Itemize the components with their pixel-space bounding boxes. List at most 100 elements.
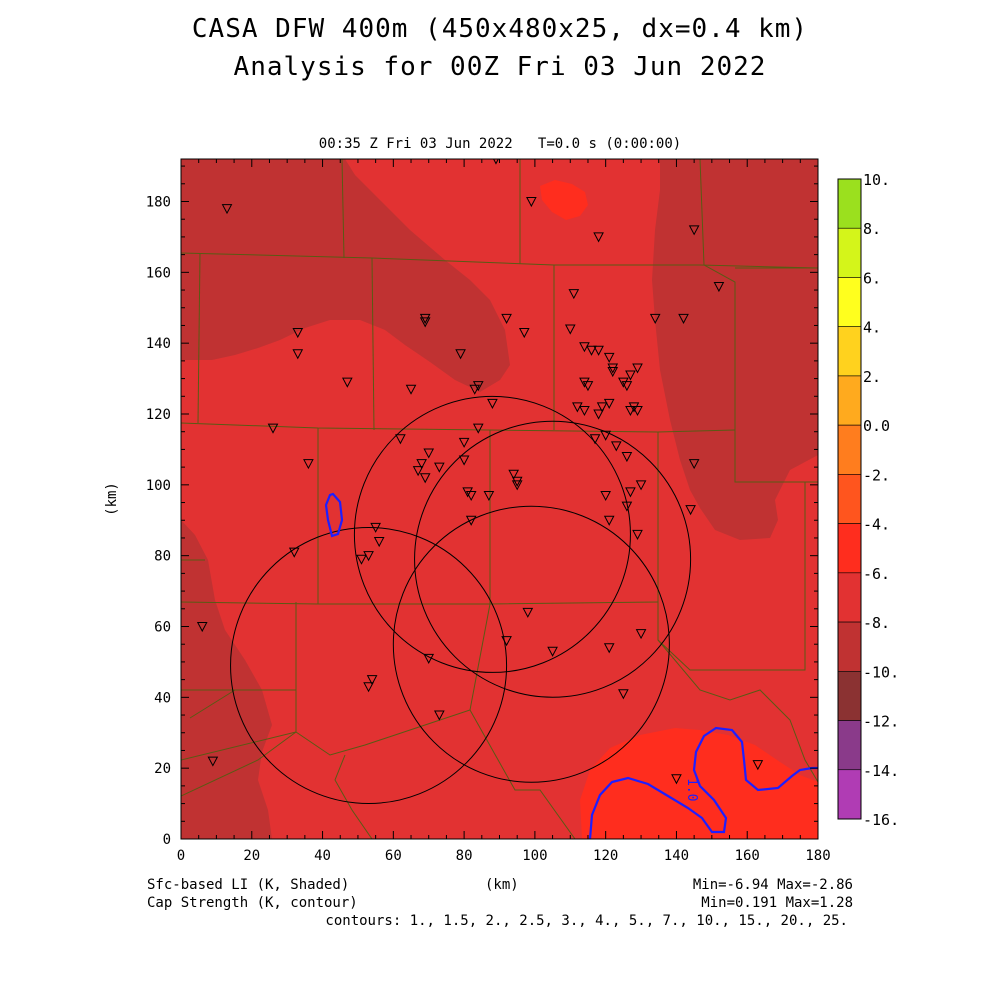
station-marker [196, 622, 208, 633]
station-marker [434, 462, 445, 473]
colorbar-swatch [837, 621, 862, 672]
colorbar-frame [837, 178, 862, 820]
station-marker [625, 487, 636, 498]
radar-range-ring [392, 505, 670, 783]
county-line [197, 252, 201, 424]
county-line [334, 754, 373, 839]
colorbar-label: 6. [863, 269, 881, 287]
station-marker [547, 646, 558, 657]
colorbar-label: -16. [863, 811, 899, 829]
county-line [469, 709, 576, 839]
colorbar-swatch [837, 178, 862, 229]
contour-label: 1.0 [684, 778, 699, 801]
county-boundaries [181, 159, 818, 839]
station-marker [423, 653, 435, 664]
colorbar-label: -4. [863, 516, 890, 534]
station-marker [416, 459, 427, 470]
station-marker [373, 537, 385, 548]
station-marker [589, 434, 601, 445]
x-tick-label: 120 [593, 848, 618, 864]
x-tick-label: 20 [243, 848, 260, 864]
radar-range-ring [353, 395, 631, 673]
colorbar-label: -8. [863, 614, 890, 632]
colorbar-swatch [837, 523, 862, 574]
colorbar-label: 8. [863, 220, 881, 238]
station-marker [518, 328, 530, 339]
station-marker [628, 402, 640, 413]
y-tick-label: 0 [163, 832, 171, 848]
station-marker [579, 405, 590, 417]
station-marker [221, 204, 233, 215]
x-tick-label: 100 [522, 848, 547, 864]
station-marker [487, 398, 498, 409]
station-marker [621, 501, 633, 512]
station-marker [625, 405, 636, 417]
x-tick-label: 180 [805, 848, 830, 864]
county-line [181, 601, 659, 605]
station-marker [288, 547, 300, 558]
station-marker [621, 452, 633, 463]
station-marker [458, 437, 470, 448]
x-tick-label: 160 [735, 848, 760, 864]
x-axis-ticks: 0 20 40 60 80 100 120 140 160 180 [177, 159, 831, 864]
station-marker [455, 349, 466, 360]
station-marker [635, 480, 647, 491]
colorbar-swatch [837, 474, 862, 524]
station-marker [579, 377, 590, 388]
colorbar-swatch [837, 424, 862, 475]
y-tick-label: 180 [146, 195, 171, 211]
li-region-southwest-dark [181, 520, 272, 839]
station-marker [366, 675, 378, 686]
station-marker [423, 448, 435, 459]
station-marker [472, 381, 484, 392]
colorbar-label: 4. [863, 319, 881, 337]
x-tick-label: 80 [456, 848, 473, 864]
station-marker [207, 756, 219, 767]
y-axis-label: (km) [104, 482, 120, 516]
station-marker [465, 490, 477, 502]
x-tick-label: 0 [177, 848, 185, 864]
station-marker [303, 459, 314, 470]
station-marker [586, 345, 597, 356]
colorbar-label: 2. [863, 368, 881, 386]
station-marker [511, 480, 523, 491]
station-marker [469, 384, 481, 395]
station-marker [501, 313, 512, 324]
station-marker [522, 607, 534, 618]
y-tick-label: 100 [146, 478, 171, 494]
y-tick-label: 160 [146, 265, 171, 281]
station-marker [603, 643, 615, 654]
colorbar-swatch [837, 572, 862, 623]
colorbar-swatch [837, 277, 862, 327]
station-marker [356, 554, 367, 565]
station-marker [458, 455, 470, 466]
station-marker [526, 197, 537, 208]
station-marker [635, 629, 647, 640]
station-marker [593, 345, 604, 356]
station-marker [564, 324, 576, 335]
li-region-north-bright [540, 180, 588, 220]
colorbar-label: -12. [863, 713, 899, 731]
county-line [657, 639, 818, 783]
footer-li-label: Sfc-based LI (K, Shaded) [147, 877, 350, 893]
station-marker [582, 381, 594, 392]
y-tick-label: 60 [154, 620, 171, 636]
county-line [341, 159, 345, 259]
station-marker [465, 515, 477, 526]
station-marker [607, 363, 619, 374]
station-marker [462, 487, 473, 498]
y-tick-label: 120 [146, 407, 171, 423]
radar-range-rings [230, 395, 692, 804]
x-tick-label: 40 [314, 848, 331, 864]
colorbar-swatch [837, 375, 862, 426]
station-marker [603, 352, 615, 363]
station-marker [649, 313, 661, 324]
radar-range-ring [230, 526, 508, 804]
station-marker [370, 522, 381, 533]
station-marker [752, 760, 764, 771]
station-marker [483, 490, 495, 502]
station-marker [412, 466, 424, 477]
colorbar-label: -10. [863, 663, 899, 681]
station-marker [419, 317, 431, 328]
county-line [699, 159, 736, 430]
